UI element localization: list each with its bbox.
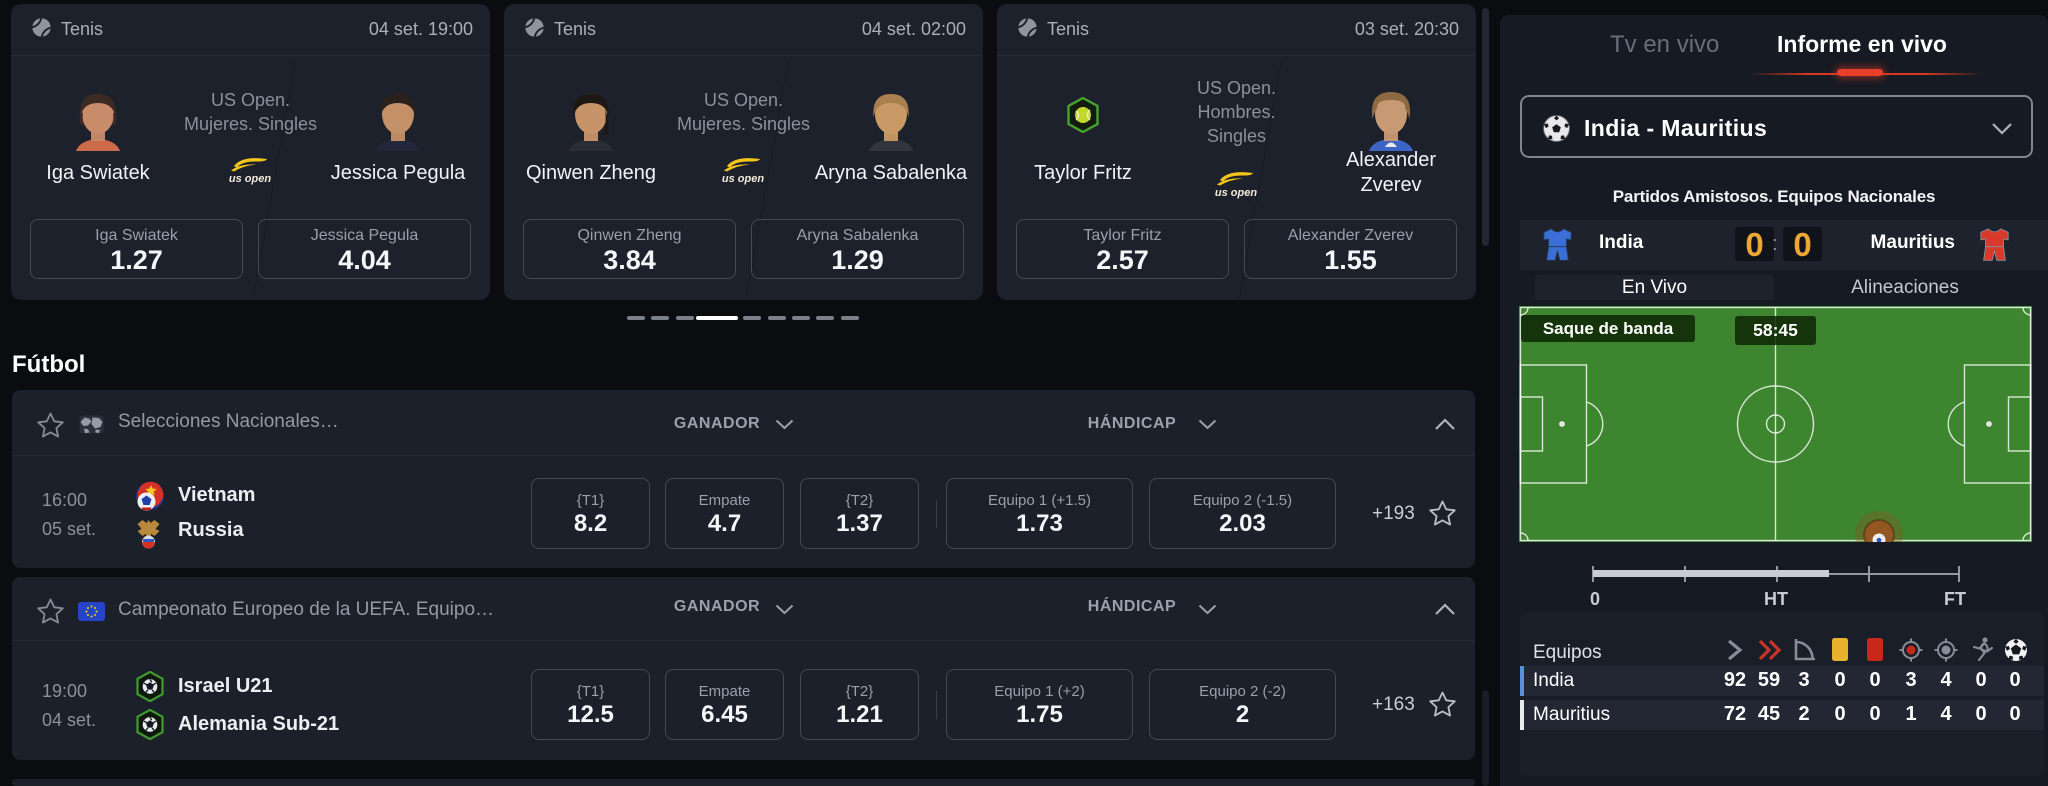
svg-text:Saque de banda: Saque de banda [1543, 319, 1674, 338]
svg-text:58:45: 58:45 [1753, 320, 1798, 340]
